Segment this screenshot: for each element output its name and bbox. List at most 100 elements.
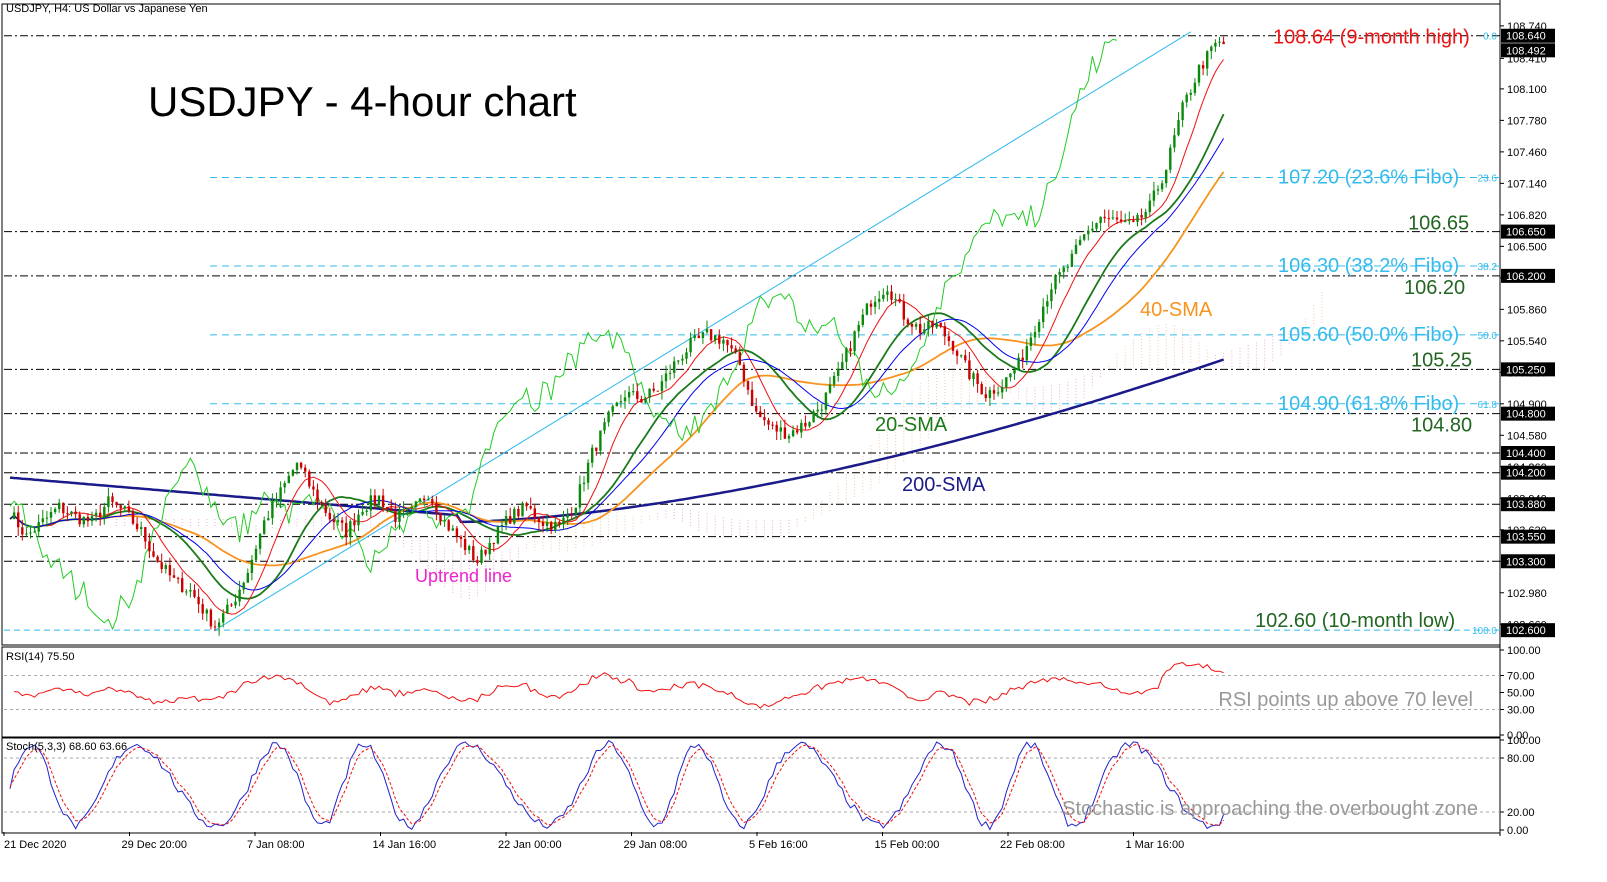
candle-body: [861, 314, 864, 325]
uptrend-line: [214, 31, 1192, 631]
candle-body: [410, 506, 413, 508]
candle-body: [295, 462, 299, 471]
candle-body: [652, 388, 655, 391]
candle-body: [394, 510, 397, 522]
candle-body: [135, 523, 139, 530]
candle-body: [615, 402, 618, 407]
candle-body: [1050, 289, 1053, 302]
candle-body: [12, 512, 16, 519]
candle-body: [734, 348, 737, 353]
candle-body: [1005, 377, 1008, 388]
candle-body: [1066, 266, 1069, 268]
stoch-caption: Stochastic is approaching the overbought…: [1062, 798, 1478, 820]
candle-body: [992, 390, 996, 394]
annotation-5: 105.60 (50.0% Fibo): [1278, 324, 1459, 346]
candle-body: [873, 301, 877, 307]
candle-body: [550, 522, 553, 531]
candle-body: [176, 577, 180, 579]
annotation-10: 40-SMA: [1140, 299, 1213, 321]
candle-body: [656, 390, 659, 392]
rsi-tick-label: 50.00: [1507, 688, 1535, 700]
candle-body: [320, 501, 323, 504]
candle-body: [537, 517, 541, 523]
candle-body: [869, 303, 873, 307]
stoch-label: Stoch(5,3,3) 68.60 63.66: [6, 741, 127, 753]
candle-body: [1136, 215, 1139, 222]
candle-body: [1218, 41, 1221, 43]
candle-body: [386, 507, 389, 509]
candle-body: [361, 511, 364, 515]
candle-body: [484, 549, 487, 555]
candle-body: [828, 384, 832, 393]
stoch-main-line: [9, 740, 1225, 831]
annotation-0: 108.64 (9-month high): [1273, 27, 1470, 49]
candle-body: [1070, 253, 1074, 267]
candle-body: [283, 483, 286, 488]
price-marker-box: [1501, 224, 1555, 239]
candle-body: [1017, 357, 1020, 370]
candle-body: [422, 498, 426, 501]
candle-body: [931, 320, 934, 328]
candle-body: [1074, 244, 1078, 254]
candle-body: [513, 509, 516, 524]
candle-body: [775, 424, 778, 432]
candle-body: [923, 329, 926, 334]
candle-body: [865, 303, 869, 315]
rsi-tick-label: 100.00: [1507, 645, 1541, 657]
candle-body: [619, 401, 623, 403]
candle-body: [476, 559, 479, 564]
candle-body: [1210, 46, 1213, 52]
candle-body: [78, 514, 81, 525]
rsi-caption: RSI points up above 70 level: [1218, 689, 1473, 711]
candle-body: [582, 482, 586, 485]
candle-body: [181, 578, 184, 592]
candle-body: [443, 520, 446, 522]
rsi-label: RSI(14) 75.50: [6, 651, 74, 663]
candle-body: [345, 522, 348, 538]
candle-body: [890, 291, 893, 300]
candle-body: [1054, 274, 1057, 290]
candle-body: [21, 527, 24, 535]
symbol-info: USDJPY, H4: US Dollar vs Japanese Yen: [6, 3, 208, 15]
annotation-4: 106.20: [1404, 277, 1465, 299]
candle-body: [964, 355, 967, 361]
price-marker-box: [1501, 465, 1555, 480]
candle-body: [291, 470, 295, 476]
fibo-label: 61.8: [1478, 400, 1498, 411]
candle-body: [1132, 220, 1135, 222]
candle-body: [1111, 217, 1115, 219]
candle-body: [947, 336, 951, 341]
price-marker-label: 105.250: [1506, 364, 1546, 376]
candle-body: [197, 596, 200, 605]
candle-body: [205, 609, 208, 614]
candle-body: [1181, 102, 1184, 121]
candle-body: [1013, 369, 1016, 374]
candle-body: [427, 499, 430, 501]
candle-body: [447, 520, 450, 531]
tenkan-line: [9, 59, 1225, 615]
candle-body: [111, 496, 114, 503]
annotation-12: 200-SMA: [902, 474, 986, 496]
candle-body: [541, 522, 545, 526]
candle-body: [357, 514, 360, 526]
candle-body: [878, 298, 881, 302]
candle-body: [910, 323, 914, 327]
candle-body: [730, 345, 733, 349]
candle-body: [636, 391, 639, 400]
candle-body: [373, 495, 377, 504]
candle-body: [763, 417, 766, 421]
candle-body: [832, 375, 836, 385]
candle-body: [603, 422, 606, 431]
fibo-label: 50.0: [1478, 331, 1498, 342]
candle-body: [726, 339, 729, 346]
price-marker-box: [1501, 554, 1555, 569]
candle-body: [414, 501, 418, 507]
x-tick-label: 5 Feb 16:00: [749, 839, 808, 851]
candle-body: [418, 498, 422, 502]
candle-body: [570, 514, 573, 516]
candle-body: [521, 503, 524, 517]
candle-body: [849, 348, 852, 352]
candle-body: [1025, 345, 1028, 361]
candle-body: [217, 622, 221, 628]
candle-body: [1214, 42, 1217, 47]
